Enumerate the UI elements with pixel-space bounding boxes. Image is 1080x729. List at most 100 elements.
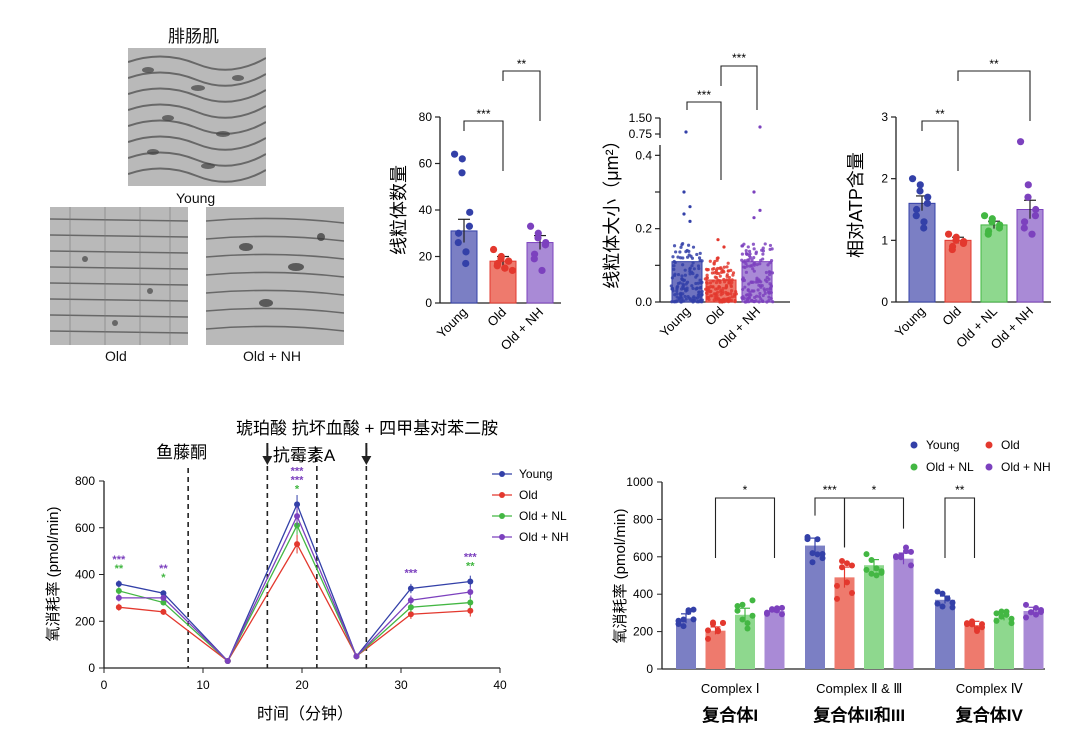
data-point (863, 551, 870, 558)
data-point (691, 271, 695, 276)
data-point (674, 300, 678, 304)
data-point (706, 295, 710, 299)
data-point (672, 300, 676, 304)
data-point (681, 285, 685, 289)
data-point (497, 252, 505, 261)
outlier-point (722, 245, 726, 249)
data-point (768, 286, 772, 290)
data-point (949, 599, 956, 606)
data-point (729, 284, 734, 289)
y-tick-label: 0 (646, 662, 653, 676)
legend-label: Old + NL (926, 460, 974, 474)
chart-ocr-ylabel: 氧消耗率 (pmol/min) (45, 506, 62, 641)
chart-ocr-injection-header: 琥珀酸 抗坏血酸 + 四甲基对苯二胺 (236, 419, 498, 438)
data-point (534, 234, 542, 242)
data-point (755, 278, 759, 282)
data-point (756, 280, 760, 284)
data-point (844, 560, 850, 567)
data-point (407, 604, 414, 611)
data-point (726, 300, 731, 304)
data-point (720, 300, 724, 304)
data-point (467, 607, 474, 614)
data-point (671, 255, 675, 259)
significance-label: ** (159, 563, 168, 575)
data-point (863, 566, 870, 573)
data-point (501, 264, 509, 272)
y-tick-label: 0 (88, 661, 95, 675)
data-point (721, 289, 725, 293)
data-point (679, 245, 683, 249)
data-point (758, 262, 762, 266)
data-point (727, 278, 732, 282)
data-point (725, 274, 729, 279)
data-point (708, 259, 712, 263)
data-point (1028, 609, 1034, 616)
data-point (679, 291, 683, 295)
data-point (944, 595, 951, 602)
data-point (680, 616, 687, 623)
outlier-point (752, 216, 756, 220)
chart-atp-ylabel: 相对ATP含量 (846, 152, 866, 258)
data-point (747, 254, 751, 258)
data-point (743, 300, 747, 304)
data-point (804, 533, 811, 540)
data-point (766, 290, 770, 294)
data-point (695, 273, 699, 277)
outlier-point (682, 212, 686, 216)
data-point (769, 296, 773, 301)
data-point (720, 619, 726, 626)
data-point (769, 284, 773, 288)
significance-label: ** (935, 107, 945, 121)
data-point (687, 296, 692, 300)
data-point (754, 299, 758, 303)
injection-arrowhead (361, 456, 372, 465)
data-point (714, 287, 718, 291)
data-point (729, 268, 733, 272)
micrograph-young-texture (128, 55, 266, 183)
group-cn-label: 复合体II和III (812, 705, 905, 725)
data-point (698, 295, 702, 299)
data-point (716, 266, 720, 271)
data-point (672, 259, 676, 264)
data-point (690, 264, 694, 268)
data-point (673, 260, 677, 265)
data-point (751, 267, 755, 271)
data-point (1020, 224, 1028, 232)
data-point (710, 271, 714, 275)
data-point (959, 239, 968, 248)
data-point (694, 296, 698, 300)
data-point (721, 269, 725, 273)
bar-young (671, 261, 703, 303)
x-tick-label: 40 (493, 678, 507, 692)
x-tick-label: Old + NH (714, 304, 763, 353)
data-point (718, 274, 722, 278)
data-point (681, 256, 685, 260)
data-point (768, 282, 772, 286)
y-tick-label: 80 (419, 110, 433, 124)
data-point (740, 244, 745, 248)
data-point (686, 294, 690, 299)
data-point (804, 536, 811, 543)
data-point (685, 248, 689, 253)
data-point (670, 300, 674, 304)
data-point (685, 288, 689, 292)
data-point (407, 585, 414, 592)
group-label: Complex Ⅳ (956, 681, 1023, 696)
outlier-point (716, 256, 720, 260)
data-point (752, 289, 756, 293)
data-point (742, 278, 747, 282)
data-point (689, 254, 693, 258)
data-point (726, 299, 730, 303)
data-point (541, 241, 550, 249)
data-point (542, 238, 550, 247)
y-break-label: 1.50 (629, 111, 653, 125)
data-point (696, 299, 700, 303)
data-point (467, 589, 474, 596)
y-tick-label: 0.4 (635, 148, 652, 162)
data-point (741, 295, 745, 299)
data-point (700, 280, 704, 284)
data-point (722, 300, 726, 304)
data-point (744, 300, 749, 304)
data-point (747, 300, 751, 304)
series-line-old-nh (118, 514, 471, 663)
